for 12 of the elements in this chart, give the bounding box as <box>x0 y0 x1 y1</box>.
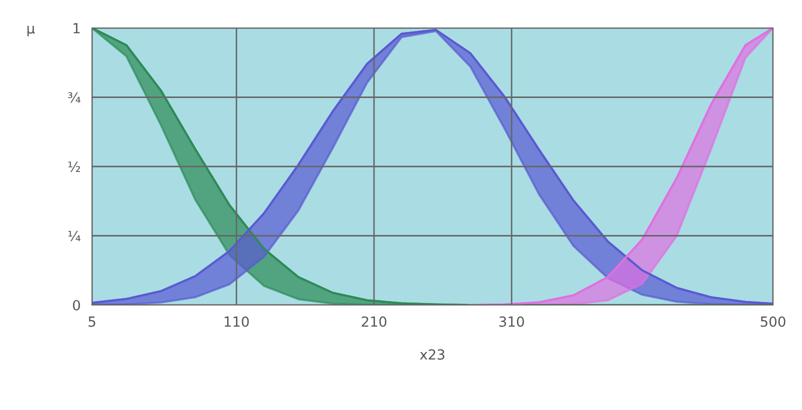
y-tick-label: ¾ <box>68 92 80 103</box>
y-tick-label: 0 <box>72 300 80 310</box>
x-tick-label: 310 <box>499 316 524 327</box>
y-tick-label: ¼ <box>68 230 80 242</box>
x-tick-label: 110 <box>224 316 249 327</box>
x-tick-label: 5 <box>88 316 96 327</box>
x-tick-label: 500 <box>760 316 786 327</box>
y-tick-label: 1 <box>74 23 80 34</box>
x-axis-title: x23 <box>420 349 444 360</box>
y-tick-label: ½ <box>68 161 80 172</box>
y-axis-title: μ <box>27 26 35 36</box>
x-tick-label: 210 <box>362 316 386 327</box>
